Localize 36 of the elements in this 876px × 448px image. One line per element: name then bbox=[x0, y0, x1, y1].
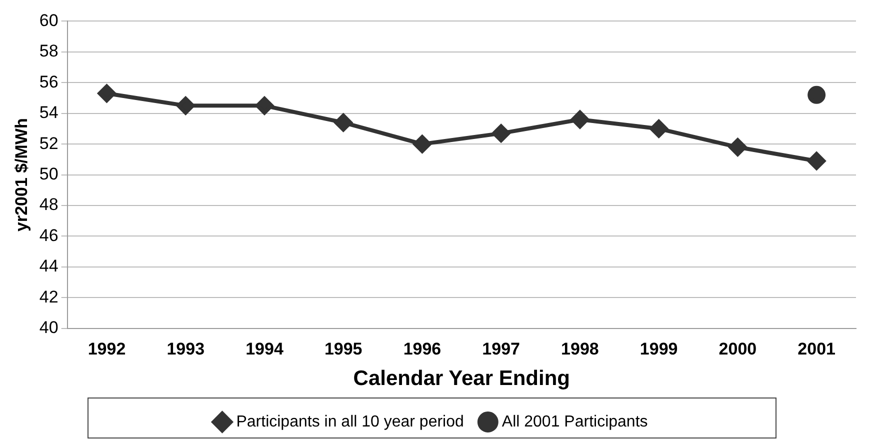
legend-label: All 2001 Participants bbox=[502, 413, 648, 430]
x-tick-label: 1996 bbox=[403, 339, 442, 358]
y-tick-label: 48 bbox=[39, 195, 58, 214]
x-tick-label: 1995 bbox=[324, 339, 362, 358]
x-tick-label: 1997 bbox=[482, 339, 520, 358]
x-tick-label: 2000 bbox=[718, 339, 757, 358]
point bbox=[334, 114, 352, 132]
x-tick-label: 1999 bbox=[640, 339, 678, 358]
x-tick-label: 2001 bbox=[798, 339, 836, 358]
point bbox=[255, 96, 274, 115]
x-tick-label: 1992 bbox=[88, 339, 126, 358]
y-tick-label: 60 bbox=[39, 10, 58, 30]
point bbox=[808, 152, 826, 170]
point bbox=[570, 110, 589, 129]
y-tick-label: 46 bbox=[39, 226, 58, 245]
legend-label: Participants in all 10 year period bbox=[236, 413, 464, 430]
point bbox=[808, 86, 826, 104]
y-tick-label: 56 bbox=[39, 72, 58, 92]
x-tick-label: 1993 bbox=[166, 339, 205, 358]
point bbox=[98, 84, 116, 102]
y-tick-label: 50 bbox=[39, 164, 58, 184]
point bbox=[492, 124, 510, 142]
point bbox=[728, 138, 747, 156]
y-tick-label: 54 bbox=[39, 103, 58, 122]
y-axis-title: yr2001 $/MWh bbox=[12, 118, 31, 232]
x-tick-label: 1994 bbox=[246, 339, 284, 358]
y-tick-label: 52 bbox=[39, 134, 58, 153]
point bbox=[176, 96, 195, 115]
x-axis-title: Calendar Year Ending bbox=[353, 367, 570, 390]
y-tick-label: 40 bbox=[39, 318, 58, 338]
point bbox=[650, 120, 668, 138]
y-tick-label: 58 bbox=[39, 42, 58, 61]
point bbox=[413, 135, 432, 154]
y-tick-label: 42 bbox=[39, 287, 58, 306]
x-tick-label: 1998 bbox=[561, 339, 599, 358]
y-tick-label: 44 bbox=[39, 256, 58, 276]
